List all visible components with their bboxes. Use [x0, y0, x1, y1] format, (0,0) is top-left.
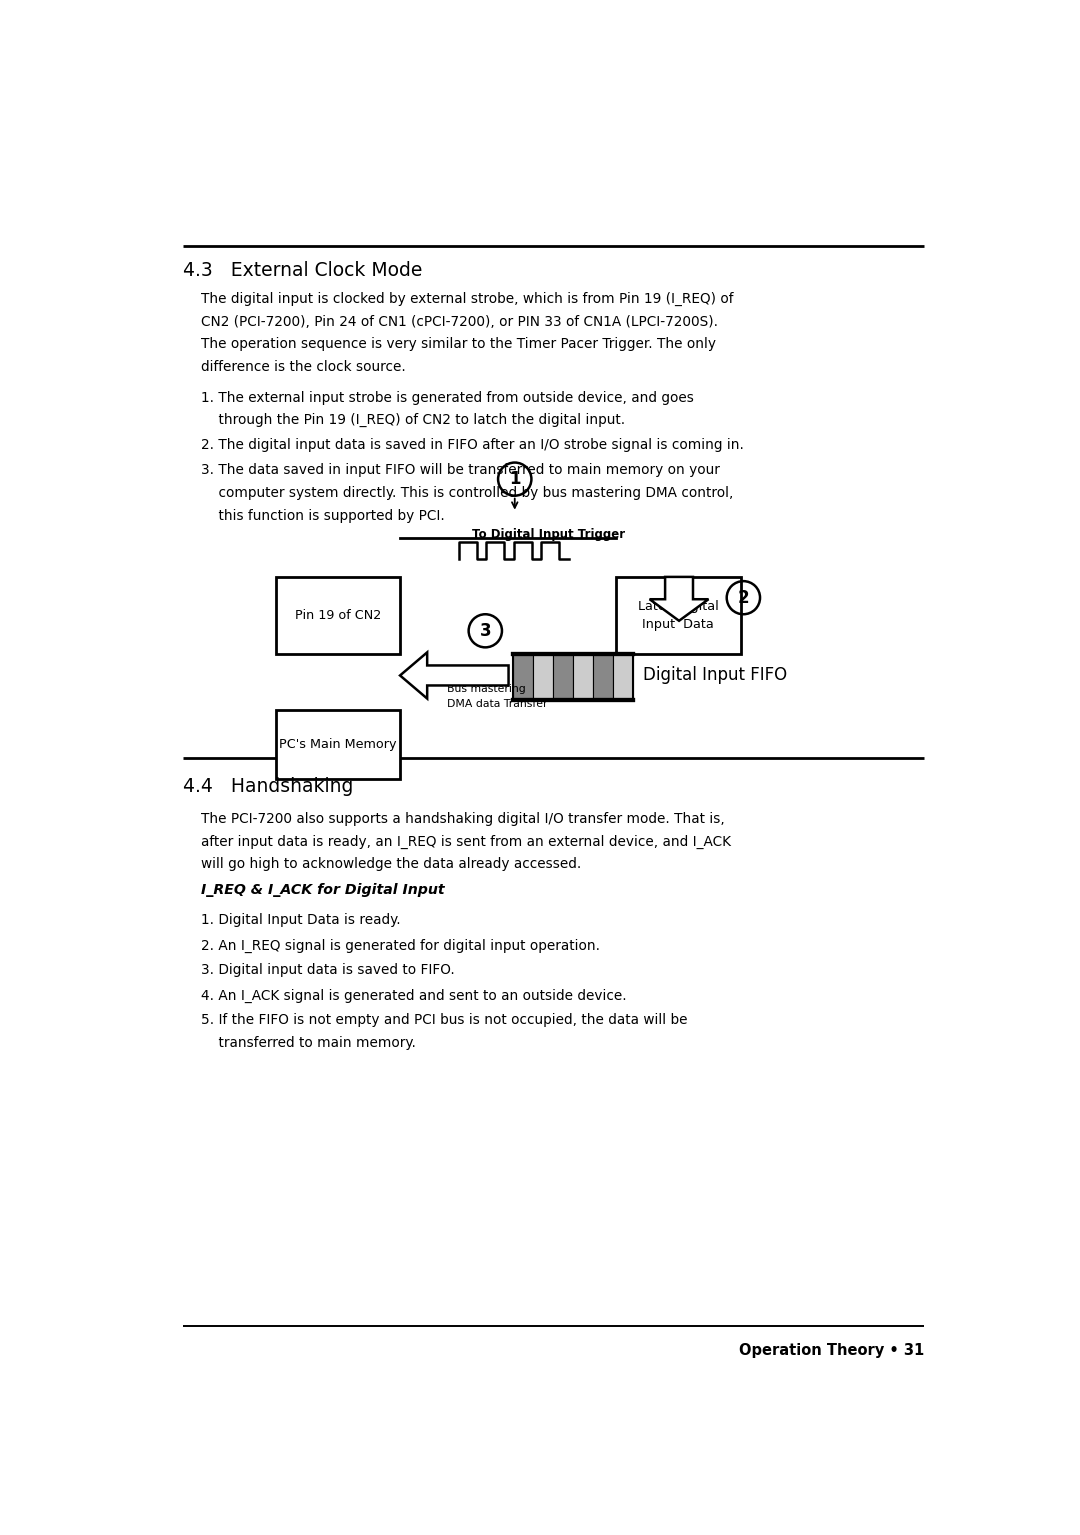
Text: after input data is ready, an I_REQ is sent from an external device, and I_ACK: after input data is ready, an I_REQ is s… [201, 835, 731, 849]
Text: The operation sequence is very similar to the Timer Pacer Trigger. The only: The operation sequence is very similar t… [201, 338, 716, 352]
Text: 2: 2 [738, 589, 750, 606]
Text: Bus mastering: Bus mastering [446, 685, 525, 694]
FancyBboxPatch shape [593, 654, 613, 700]
Text: 2. An I_REQ signal is generated for digital input operation.: 2. An I_REQ signal is generated for digi… [201, 938, 599, 953]
Text: Latch Digital: Latch Digital [638, 600, 718, 612]
Text: transferred to main memory.: transferred to main memory. [201, 1036, 416, 1050]
Text: 3: 3 [480, 622, 491, 640]
FancyBboxPatch shape [553, 654, 573, 700]
Text: 1: 1 [509, 470, 521, 488]
Text: 4.3   External Clock Mode: 4.3 External Clock Mode [183, 261, 422, 281]
Text: DMA data Transfer: DMA data Transfer [446, 698, 548, 709]
FancyBboxPatch shape [616, 577, 741, 654]
Text: 2. The digital input data is saved in FIFO after an I/O strobe signal is coming : 2. The digital input data is saved in FI… [201, 439, 744, 453]
Text: Input  Data: Input Data [643, 619, 714, 631]
Text: 4.4   Handshaking: 4.4 Handshaking [183, 777, 353, 797]
Polygon shape [400, 652, 509, 698]
Text: 3. Digital input data is saved to FIFO.: 3. Digital input data is saved to FIFO. [201, 964, 455, 978]
FancyBboxPatch shape [613, 654, 633, 700]
Text: Pin 19 of CN2: Pin 19 of CN2 [295, 609, 381, 622]
Text: computer system directly. This is controlled by bus mastering DMA control,: computer system directly. This is contro… [201, 487, 733, 500]
Text: through the Pin 19 (I_REQ) of CN2 to latch the digital input.: through the Pin 19 (I_REQ) of CN2 to lat… [201, 413, 625, 427]
Text: difference is the clock source.: difference is the clock source. [201, 361, 406, 375]
Text: Digital Input FIFO: Digital Input FIFO [643, 666, 786, 683]
Text: CN2 (PCI-7200), Pin 24 of CN1 (cPCI-7200), or PIN 33 of CN1A (LPCI-7200S).: CN2 (PCI-7200), Pin 24 of CN1 (cPCI-7200… [201, 315, 718, 328]
Text: To Digital Input Trigger: To Digital Input Trigger [472, 528, 625, 542]
FancyBboxPatch shape [513, 654, 534, 700]
Text: this function is supported by PCI.: this function is supported by PCI. [201, 508, 445, 523]
Text: 1. The external input strobe is generated from outside device, and goes: 1. The external input strobe is generate… [201, 390, 693, 405]
Text: 5. If the FIFO is not empty and PCI bus is not occupied, the data will be: 5. If the FIFO is not empty and PCI bus … [201, 1013, 687, 1027]
Text: The digital input is clocked by external strobe, which is from Pin 19 (I_REQ) of: The digital input is clocked by external… [201, 292, 733, 305]
Text: 4. An I_ACK signal is generated and sent to an outside device.: 4. An I_ACK signal is generated and sent… [201, 989, 626, 1002]
Text: Operation Theory • 31: Operation Theory • 31 [739, 1343, 924, 1358]
Text: I_REQ & I_ACK for Digital Input: I_REQ & I_ACK for Digital Input [201, 883, 445, 898]
Polygon shape [649, 577, 708, 620]
FancyBboxPatch shape [276, 577, 400, 654]
FancyBboxPatch shape [534, 654, 553, 700]
Text: The PCI-7200 also supports a handshaking digital I/O transfer mode. That is,: The PCI-7200 also supports a handshaking… [201, 812, 725, 826]
Text: 3. The data saved in input FIFO will be transferred to main memory on your: 3. The data saved in input FIFO will be … [201, 464, 719, 477]
Text: 1. Digital Input Data is ready.: 1. Digital Input Data is ready. [201, 913, 401, 927]
Text: PC's Main Memory: PC's Main Memory [280, 738, 396, 751]
FancyBboxPatch shape [276, 711, 400, 780]
Text: will go high to acknowledge the data already accessed.: will go high to acknowledge the data alr… [201, 857, 581, 872]
FancyBboxPatch shape [573, 654, 593, 700]
